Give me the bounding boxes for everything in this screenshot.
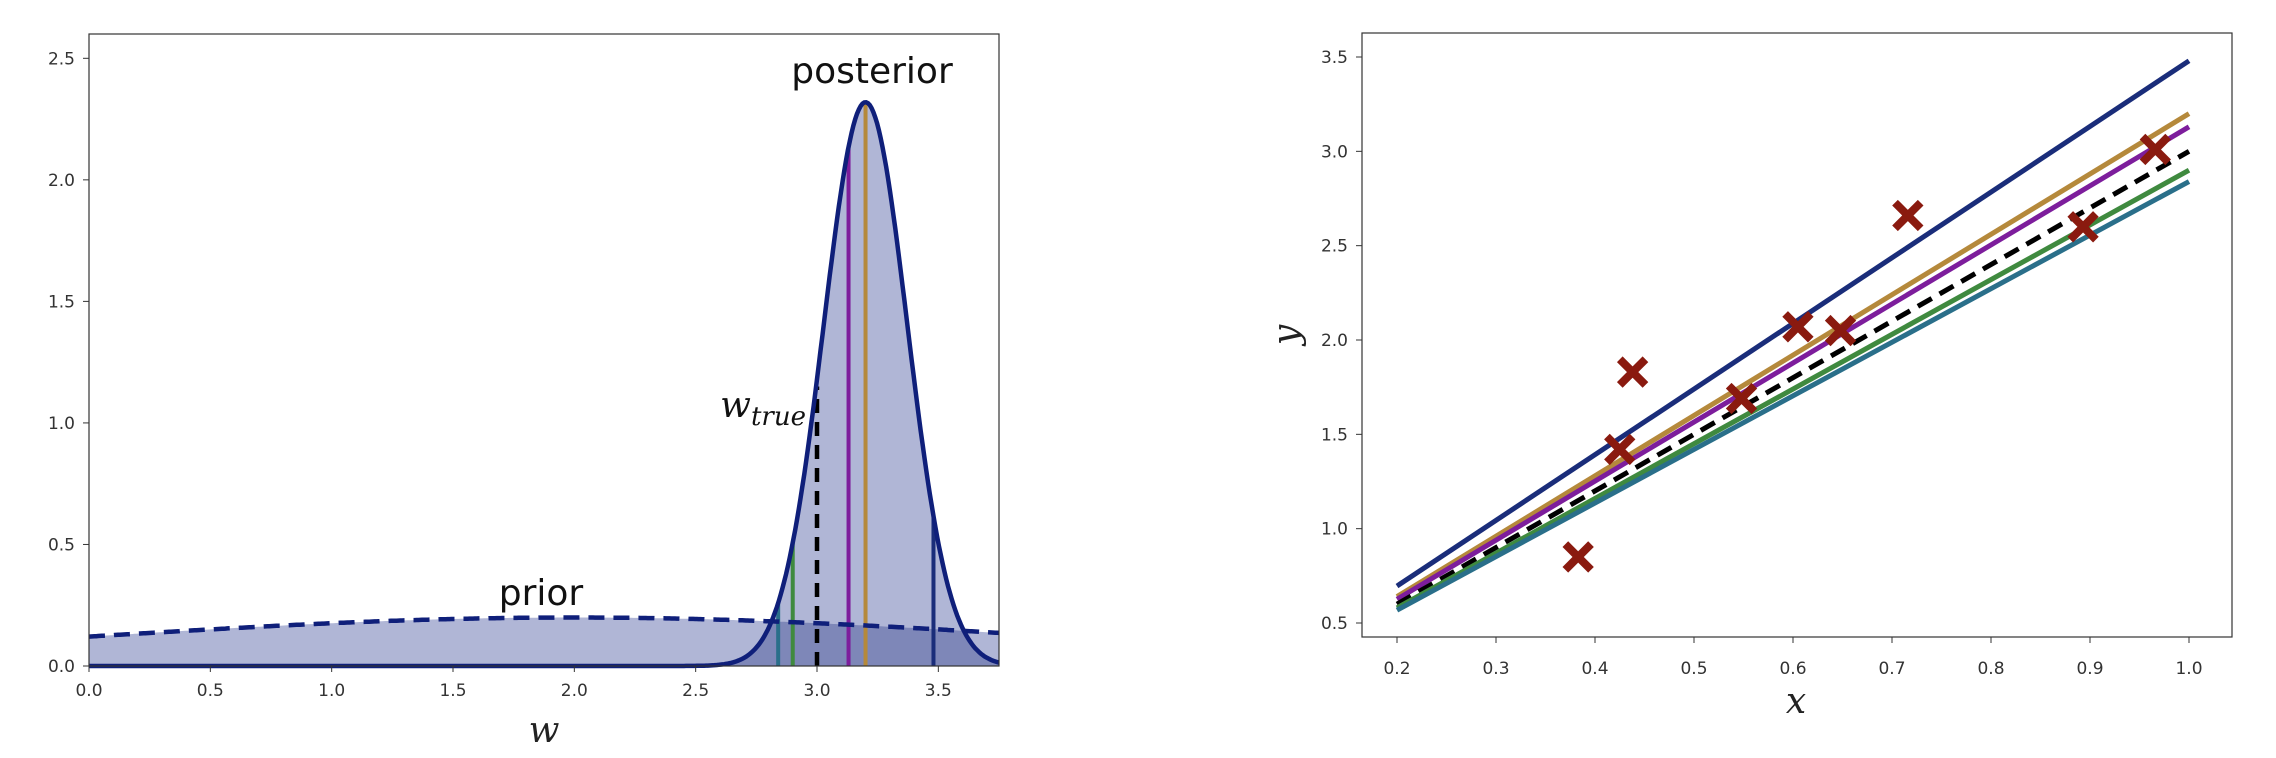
left-x-tick-label: 3.0	[803, 681, 830, 701]
right-data-points	[1562, 133, 2171, 573]
left-x-tick-label: 2.5	[682, 681, 709, 701]
right-x-tick-label: 0.5	[1680, 659, 1707, 679]
prior-curve	[88, 615, 1000, 639]
left-x-tick-label: 0.0	[75, 681, 102, 701]
left-y-tick-label: 2.0	[48, 171, 75, 191]
right-y-tick-label: 3.0	[1321, 142, 1348, 162]
data-point-marker-2	[1604, 433, 1636, 466]
w-true-label-sub: true	[751, 402, 806, 432]
data-point-marker-7	[1892, 199, 1924, 232]
right-x-tick-label: 1.0	[2175, 659, 2202, 679]
right-x-tick-label: 0.2	[1383, 659, 1410, 679]
right-x-ticks: 0.2 0.3 0.4 0.5 0.6 0.7 0.8 0.9 1.0	[1383, 637, 2203, 679]
left-x-tick-label: 0.5	[197, 681, 224, 701]
right-x-tick-label: 0.8	[1977, 659, 2004, 679]
left-y-tick-label: 2.5	[48, 49, 75, 69]
right-x-tick-label: 0.9	[2076, 659, 2103, 679]
left-chart-posterior-prior: 0.0 0.5 1.0 1.5 2.0 2.5 3.0 3.5 0.0 0.5 1.0 1.5 2.0…	[48, 33, 1000, 751]
left-x-axis-label: w	[529, 710, 560, 751]
data-point-marker-9	[2139, 133, 2171, 166]
regression-line-5	[1395, 168, 2191, 611]
right-y-tick-label: 2.0	[1321, 331, 1348, 351]
overlap-area	[89, 621, 999, 666]
w-true-label-main: w	[720, 385, 751, 426]
marker-stroke	[1824, 314, 1857, 347]
data-point-marker-1	[1562, 541, 1594, 573]
left-x-tick-label: 3.5	[925, 681, 952, 701]
marker-stroke	[2067, 211, 2099, 243]
data-point-marker-3	[1616, 356, 1649, 388]
left-y-tick-label: 1.5	[48, 292, 75, 312]
left-y-tick-label: 0.0	[48, 657, 75, 677]
left-y-tick-label: 1.0	[48, 414, 75, 434]
left-x-ticks: 0.0 0.5 1.0 1.5 2.0 2.5 3.0 3.5	[75, 666, 952, 701]
marker-stroke	[1725, 382, 1758, 415]
marker-stroke	[2139, 133, 2171, 166]
regression-line-3	[1395, 124, 2191, 602]
right-y-tick-label: 2.5	[1321, 237, 1348, 257]
right-plot-frame	[1361, 32, 2233, 638]
marker-stroke	[1892, 199, 1924, 232]
w-true-label: wtrue	[720, 385, 806, 432]
regression-line-4	[1395, 149, 2191, 607]
right-y-tick-label: 1.5	[1321, 425, 1348, 445]
marker-stroke	[1616, 356, 1649, 388]
left-x-tick-label: 1.0	[318, 681, 345, 701]
marker-stroke	[1562, 541, 1594, 573]
right-y-tick-label: 3.5	[1321, 48, 1348, 68]
regression-line-6	[1395, 179, 2191, 613]
right-y-tick-label: 1.0	[1321, 520, 1348, 540]
right-x-tick-label: 0.7	[1878, 659, 1905, 679]
right-y-ticks: 0.5 1.0 1.5 2.0 2.5 3.0 3.5	[1321, 48, 1362, 634]
right-x-axis-label: x	[1786, 681, 1806, 722]
right-chart-regression: 0.2 0.3 0.4 0.5 0.6 0.7 0.8 0.9 1.0 0.5 1.0 1.5 2.0…	[1266, 32, 2233, 722]
right-x-tick-label: 0.3	[1482, 659, 1509, 679]
right-y-tick-label: 0.5	[1321, 614, 1348, 634]
prior-label: prior	[499, 573, 584, 614]
marker-stroke	[1782, 311, 1814, 343]
data-point-marker-8	[2067, 211, 2099, 243]
data-point-marker-5	[1782, 311, 1814, 343]
data-point-marker-6	[1824, 314, 1857, 347]
left-sample-lines	[776, 102, 936, 666]
regression-line-2	[1395, 111, 2191, 599]
left-x-tick-label: 1.5	[439, 681, 466, 701]
data-point-marker-4	[1725, 382, 1758, 415]
right-x-tick-label: 0.6	[1779, 659, 1806, 679]
right-x-tick-label: 0.4	[1581, 659, 1608, 679]
left-y-tick-label: 0.5	[48, 535, 75, 555]
marker-stroke	[1604, 433, 1636, 466]
posterior-label: posterior	[791, 51, 953, 92]
right-y-axis-label: y	[1266, 324, 1307, 347]
left-plot-frame	[88, 33, 1000, 667]
left-y-ticks: 0.0 0.5 1.0 1.5 2.0 2.5	[48, 49, 89, 677]
left-x-tick-label: 2.0	[561, 681, 588, 701]
